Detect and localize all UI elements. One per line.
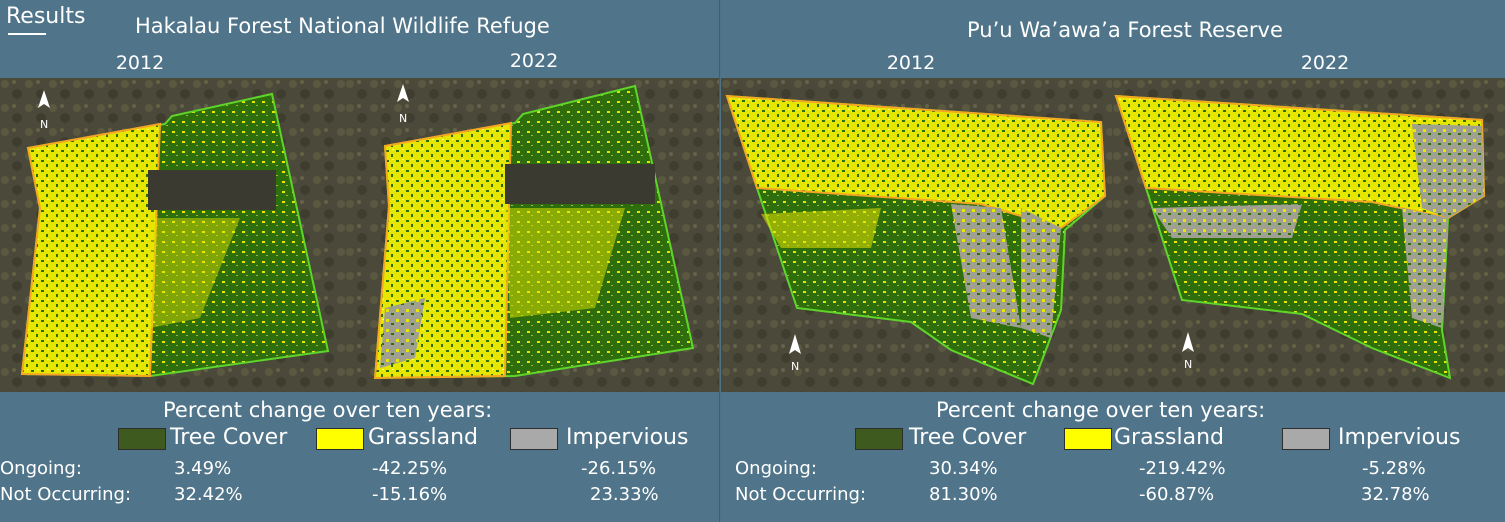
row-label-ongoing: Ongoing: <box>735 458 817 479</box>
map-hakalau-2012: N <box>0 78 345 392</box>
north-arrow-icon <box>397 84 409 102</box>
title-underline <box>8 33 46 35</box>
tree-cover-swatch <box>855 428 903 450</box>
tree-cover-swatch <box>118 428 166 450</box>
north-label: N <box>1184 358 1193 371</box>
value-tree-ongoing: 30.34% <box>929 458 998 479</box>
grassland-swatch <box>1064 428 1112 450</box>
panel-puuwaawaa: Pu’u Wa’awa’a Forest Reserve 2012 2022 N… <box>721 0 1505 522</box>
value-impervious-not-occurring: 32.78% <box>1361 484 1430 505</box>
value-impervious-not-occurring: 23.33% <box>590 484 659 505</box>
tree-cover-label: Tree Cover <box>909 425 1027 450</box>
map-hakalau-2022: N <box>345 78 719 392</box>
impervious-label: Impervious <box>566 425 689 450</box>
value-grass-not-occurring: -15.16% <box>372 484 448 505</box>
impervious-label: Impervious <box>1338 425 1461 450</box>
map-puuwaawaa-2012: N <box>721 78 1112 392</box>
value-impervious-ongoing: -5.28% <box>1362 458 1426 479</box>
legend-title: Percent change over ten years: <box>936 398 1266 422</box>
grassland-label: Grassland <box>368 425 478 450</box>
value-grass-not-occurring: -60.87% <box>1139 484 1215 505</box>
impervious-swatch <box>1282 428 1330 450</box>
north-arrow-icon <box>789 334 801 354</box>
north-label: N <box>40 118 49 131</box>
year-label-2022: 2022 <box>509 50 559 72</box>
site-title-puuwaawaa: Pu’u Wa’awa’a Forest Reserve <box>967 18 1283 42</box>
value-grass-ongoing: -42.25% <box>372 458 448 479</box>
legend-title: Percent change over ten years: <box>163 398 493 422</box>
value-tree-not-occurring: 81.30% <box>929 484 998 505</box>
tree-cover-label: Tree Cover <box>170 425 288 450</box>
row-label-not-occurring: Not Occurring: <box>735 484 867 505</box>
north-arrow-icon <box>1182 332 1194 352</box>
row-label-ongoing: Ongoing: <box>0 458 82 479</box>
value-impervious-ongoing: -26.15% <box>581 458 657 479</box>
year-label-2012: 2012 <box>115 52 165 74</box>
north-label: N <box>399 112 408 125</box>
value-grass-ongoing: -219.42% <box>1139 458 1226 479</box>
year-label-2022: 2022 <box>1300 52 1350 74</box>
year-label-2012: 2012 <box>886 52 936 74</box>
row-label-not-occurring: Not Occurring: <box>0 484 132 505</box>
north-arrow-icon <box>38 90 50 108</box>
grassland-label: Grassland <box>1114 425 1224 450</box>
page-title: Results <box>6 4 86 29</box>
site-title-hakalau: Hakalau Forest National Wildlife Refuge <box>135 14 550 38</box>
impervious-swatch <box>510 428 558 450</box>
value-tree-ongoing: 3.49% <box>174 458 232 479</box>
panel-hakalau: Results Hakalau Forest National Wildlife… <box>0 0 720 522</box>
map-puuwaawaa-2022: N <box>1112 78 1505 392</box>
value-tree-not-occurring: 32.42% <box>174 484 243 505</box>
north-label: N <box>791 360 800 373</box>
grassland-swatch <box>316 428 364 450</box>
